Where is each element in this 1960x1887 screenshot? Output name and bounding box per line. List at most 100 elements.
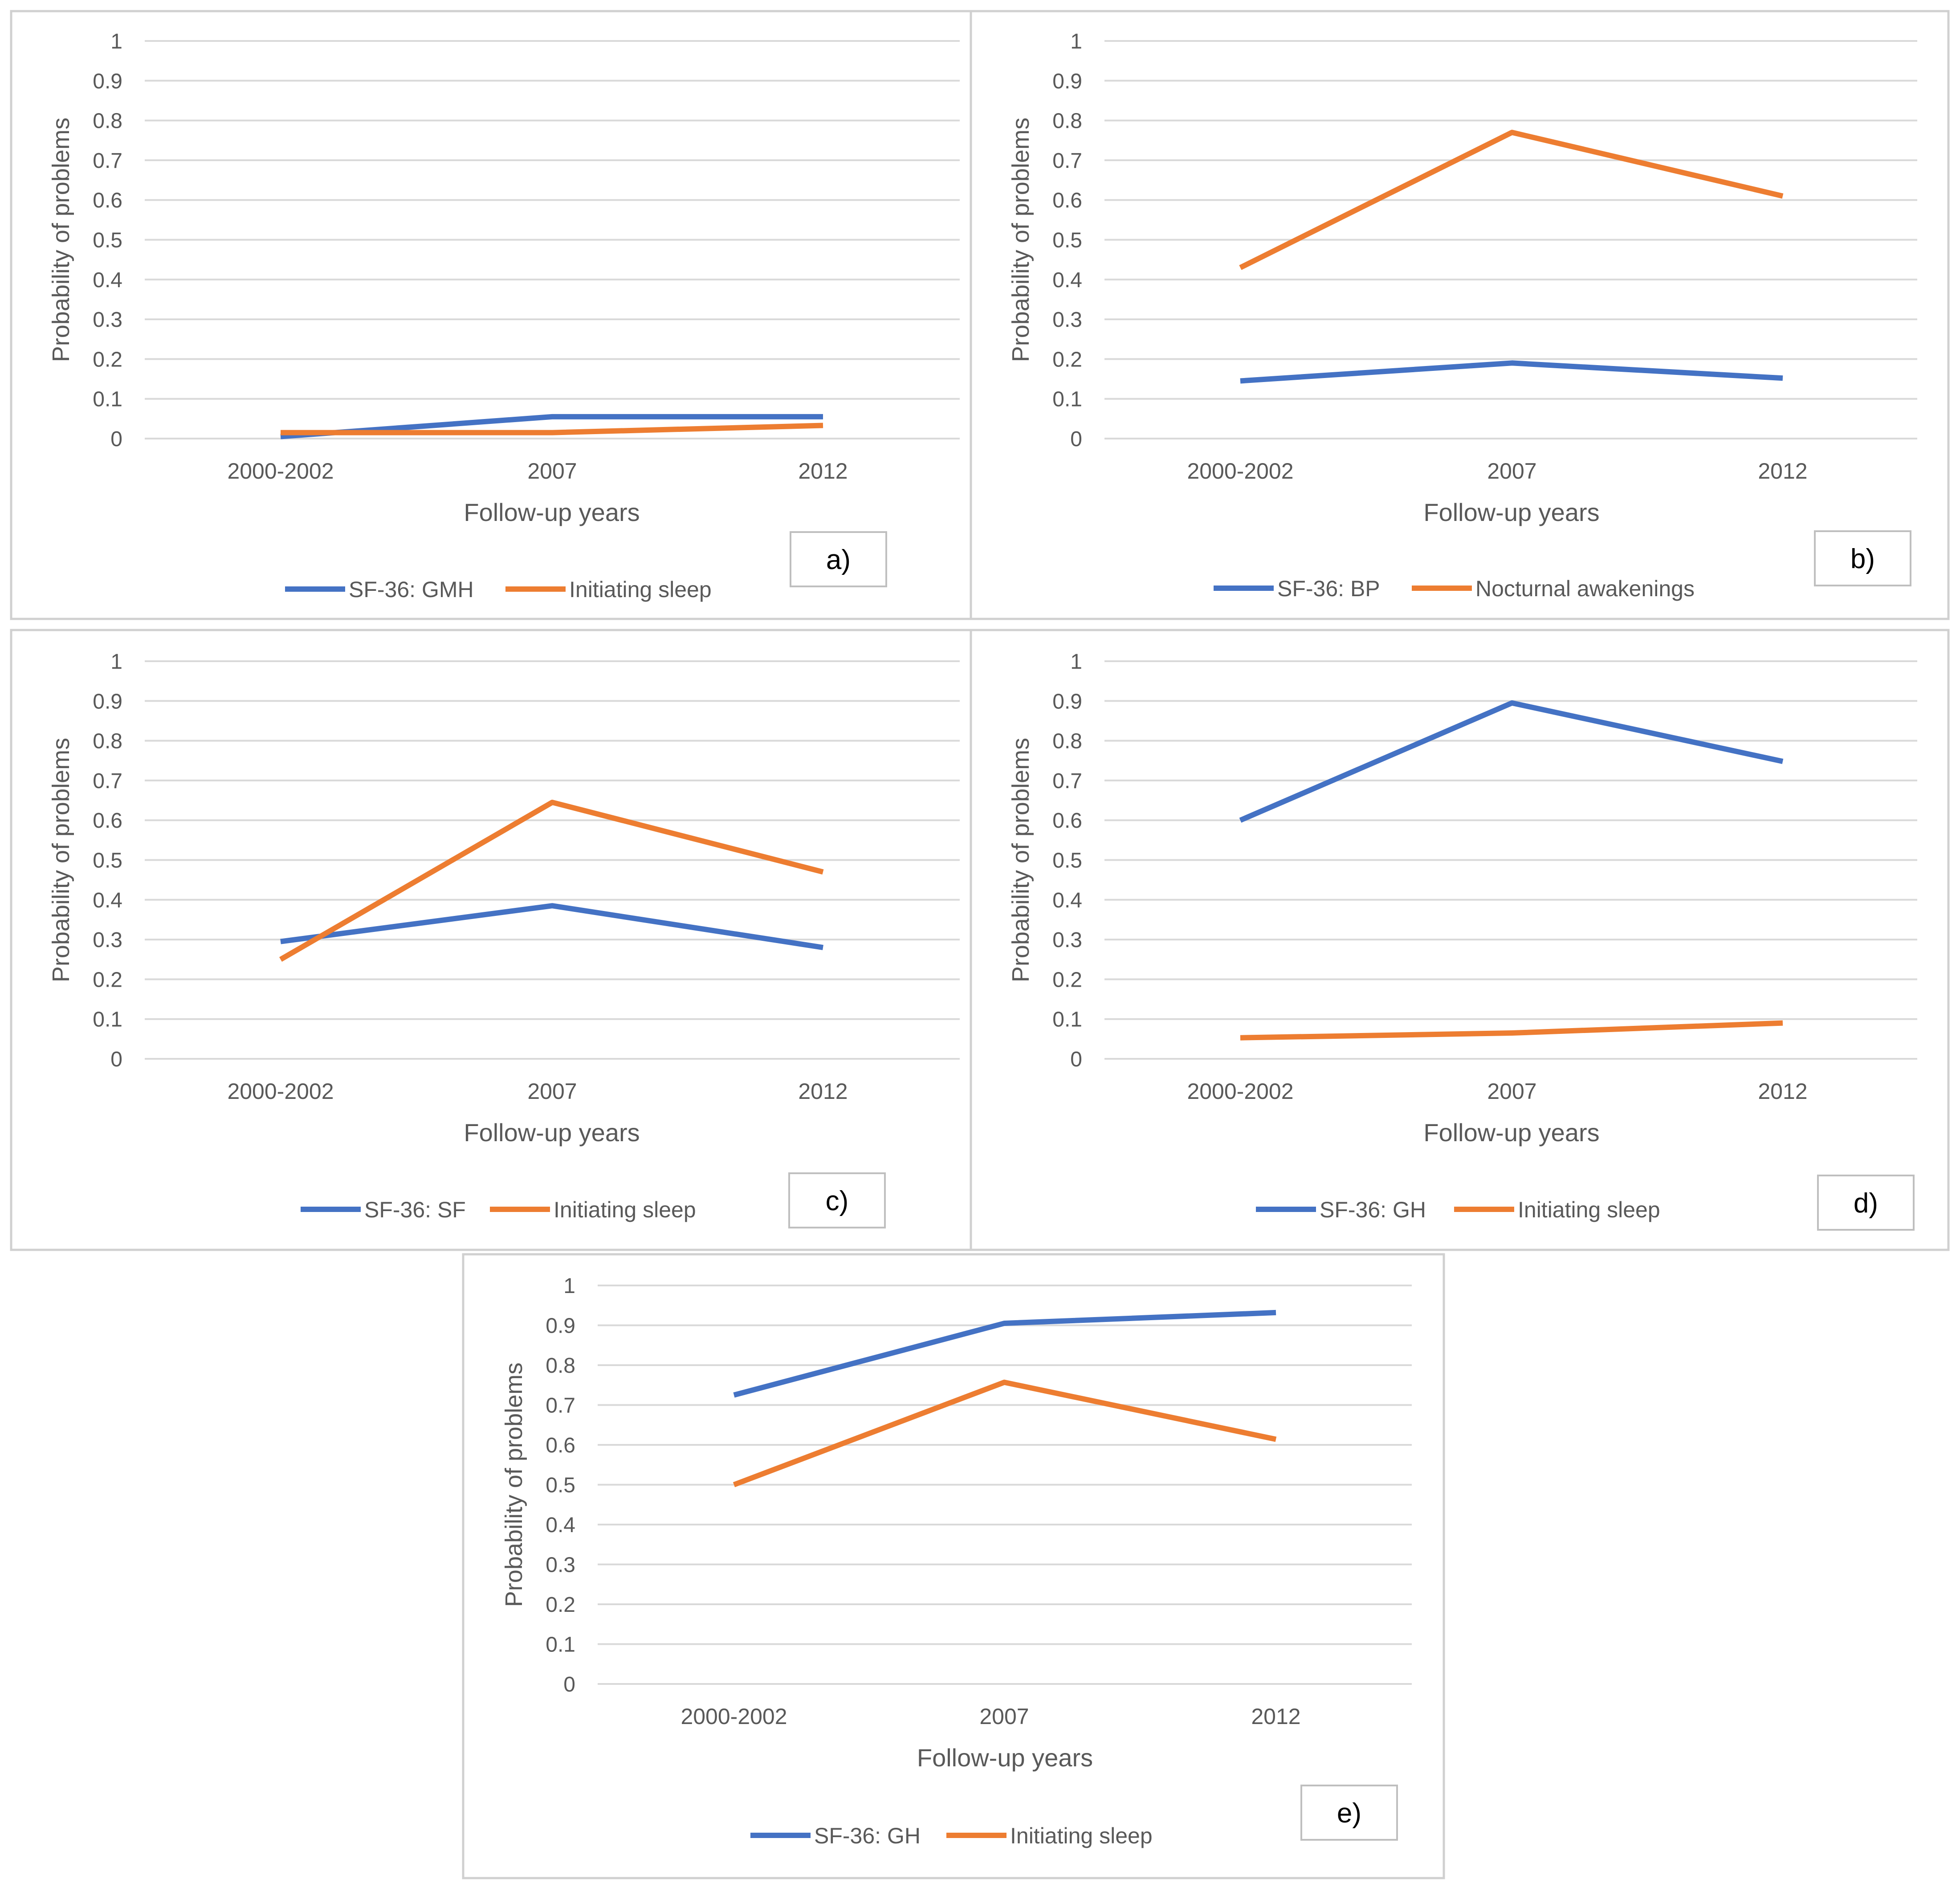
y-tick-label: 0.2 [546,1593,575,1617]
y-tick-label: 0.9 [1052,690,1082,713]
series-line-sleep [1239,130,1784,270]
chart-panel-3: 0 0.1 0.2 0.3 0.4 0.5 0.6 0.7 0.8 0.9 1 2000-2002 20… [10,629,972,1251]
series-line-sf36 [1240,360,1783,384]
y-tick-label: 0.7 [93,149,122,173]
y-tick-label: 0.4 [1052,268,1082,292]
y-tick-label: 0.3 [93,308,122,332]
y-tick-label: 0.4 [1052,889,1082,912]
y-tick-label: 0.1 [546,1633,575,1657]
x-tick-label: 2012 [1758,1079,1807,1104]
panel-tag-box [1814,530,1911,586]
chart-panel-2: 0 0.1 0.2 0.3 0.4 0.5 0.6 0.7 0.8 0.9 1 2000-2002 20… [970,10,1950,620]
y-tick-label: 0.9 [546,1314,575,1338]
legend-label: Initiating sleep [1010,1823,1153,1848]
y-tick-label: 0.5 [1052,849,1082,873]
y-tick-label: 0.8 [546,1354,575,1378]
legend-label: Nocturnal awakenings [1475,576,1695,601]
y-tick-label: 0 [1070,1048,1082,1071]
y-tick-label: 0.3 [1052,928,1082,952]
y-tick-label: 0.1 [1052,388,1082,411]
y-tick-label: 0 [1070,427,1082,451]
y-tick-label: 1 [110,30,122,53]
y-tick-label: 0.6 [93,189,122,212]
y-tick-label: 1 [1070,30,1082,53]
y-tick-label: 0.1 [1052,1008,1082,1032]
series-line-sf36 [280,903,823,950]
panel-border [970,10,1950,620]
y-tick-label: 0.6 [1052,809,1082,833]
y-tick-label: 0 [110,427,122,451]
y-tick-label: 0.5 [546,1474,575,1497]
series-line-sleep [733,1379,1277,1488]
y-tick-label: 1 [563,1274,575,1298]
y-axis-label: Probability of problems [501,1362,527,1607]
y-tick-label: 0.5 [1052,229,1082,252]
y-tick-label: 0.7 [1052,769,1082,793]
legend-label: Initiating sleep [554,1197,696,1222]
panel-tag-box [788,1172,886,1228]
y-tick-label: 1 [110,650,122,674]
panel-border [970,629,1950,1251]
panel-tag-label: a) [826,545,851,575]
x-tick-label: 2000-2002 [680,1704,787,1729]
y-tick-label: 0.9 [93,690,122,713]
chart-panel-5: 0 0.1 0.2 0.3 0.4 0.5 0.6 0.7 0.8 0.9 1 2000-2002 20… [462,1253,1445,1879]
panel-border [10,10,972,620]
legend-label: SF-36: BP [1277,576,1380,601]
y-tick-label: 0.6 [546,1434,575,1457]
series-line-sleep [1240,1020,1783,1041]
y-tick-label: 0.9 [93,69,122,93]
legend-label: SF-36: GMH [349,577,474,602]
chart-panel-4: 0 0.1 0.2 0.3 0.4 0.5 0.6 0.7 0.8 0.9 1 2000-2002 20… [970,629,1950,1251]
panel-tag-box [1817,1175,1915,1231]
y-tick-label: 0.5 [93,229,122,252]
y-tick-label: 0.2 [93,348,122,371]
y-tick-label: 0.8 [93,110,122,133]
y-tick-label: 0.1 [93,1008,122,1032]
x-tick-label: 2000-2002 [227,1079,334,1104]
legend-label: SF-36: GH [814,1823,921,1848]
y-tick-label: 0 [563,1673,575,1696]
y-axis-label: Probability of problems [48,118,74,362]
x-tick-label: 2012 [1758,459,1807,484]
y-tick-label: 0.3 [546,1554,575,1577]
legend-label: Initiating sleep [1518,1197,1660,1222]
y-axis-label: Probability of problems [48,738,74,982]
y-tick-label: 0.4 [546,1513,575,1537]
panel-tag-box [790,531,887,587]
x-tick-label: 2000-2002 [1187,1079,1293,1104]
y-tick-label: 1 [1070,650,1082,674]
panel-tag-label: b) [1850,544,1875,574]
series-line-sleep [281,423,823,435]
y-tick-label: 0.2 [1052,348,1082,371]
panel-tag-box [1300,1785,1398,1841]
x-axis-label: Follow-up years [1423,498,1599,526]
y-tick-label: 0.4 [93,268,122,292]
x-tick-label: 2012 [1251,1704,1300,1729]
y-axis-label: Probability of problems [1007,738,1034,982]
x-tick-label: 2012 [798,459,848,484]
y-tick-label: 0.7 [93,769,122,793]
x-tick-label: 2000-2002 [1187,459,1293,484]
x-axis-label: Follow-up years [464,498,640,526]
panel-tag-label: c) [826,1186,849,1216]
legend-label: SF-36: GH [1320,1197,1426,1222]
y-tick-label: 0.1 [93,388,122,411]
x-tick-label: 2012 [798,1079,848,1104]
panel-tag-label: e) [1337,1798,1361,1829]
series-line-sleep [279,800,824,962]
y-tick-label: 0.8 [1052,730,1082,753]
x-tick-label: 2007 [1487,459,1536,484]
y-tick-label: 0.5 [93,849,122,873]
x-tick-label: 2007 [979,1704,1029,1729]
y-tick-label: 0.8 [1052,110,1082,133]
x-axis-label: Follow-up years [917,1744,1093,1772]
y-tick-label: 0.2 [1052,968,1082,992]
y-tick-label: 0 [110,1048,122,1071]
x-axis-label: Follow-up years [1423,1118,1599,1147]
x-tick-label: 2007 [527,459,577,484]
legend-label: SF-36: SF [364,1197,466,1222]
legend-label: Initiating sleep [569,577,712,602]
y-tick-label: 0.2 [93,968,122,992]
y-tick-label: 0.7 [546,1394,575,1418]
